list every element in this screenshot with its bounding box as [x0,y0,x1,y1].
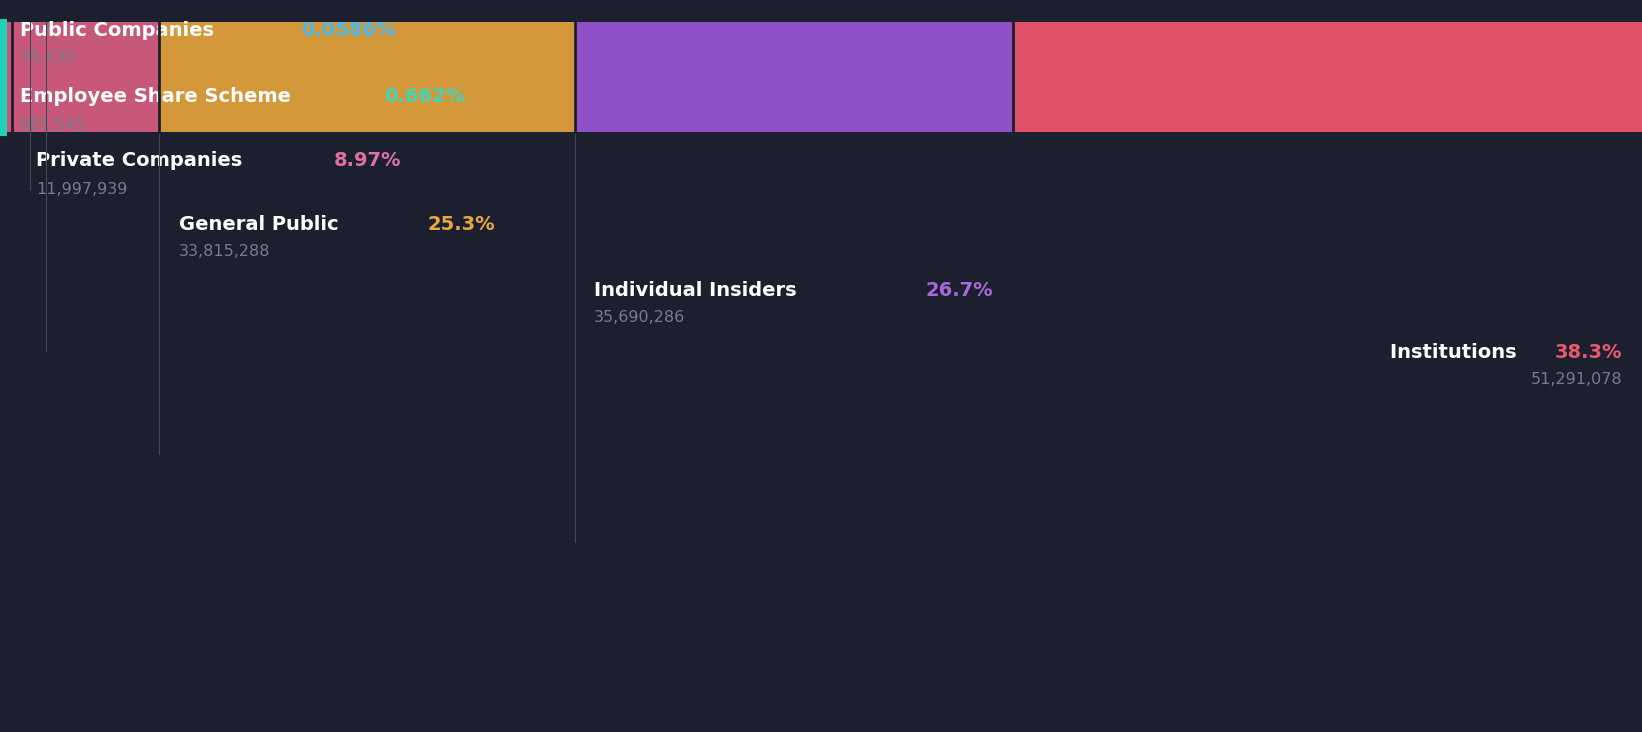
Text: 38.3%: 38.3% [1555,343,1622,362]
Text: 0.0586%: 0.0586% [300,20,396,40]
Bar [2,22,11,132]
Text: 35,690,286: 35,690,286 [594,310,686,326]
Bar [159,22,575,132]
Bar [575,22,1013,132]
Text: 8.97%: 8.97% [333,151,402,170]
Text: Private Companies: Private Companies [36,151,250,170]
Bar [1013,22,1642,132]
Text: 0.662%: 0.662% [384,88,465,106]
Text: General Public: General Public [179,215,345,234]
Text: 11,997,939: 11,997,939 [36,182,128,198]
Text: 885,545: 885,545 [20,118,85,132]
Text: Individual Insiders: Individual Insiders [594,280,803,299]
Text: 25.3%: 25.3% [427,215,494,234]
Text: Institutions: Institutions [1389,343,1524,362]
Text: Public Companies: Public Companies [20,20,220,40]
Bar [11,22,159,132]
Text: Employee Share Scheme: Employee Share Scheme [20,88,297,106]
Text: 26.7%: 26.7% [926,280,993,299]
Text: 78,430: 78,430 [20,51,76,65]
Text: 51,291,078: 51,291,078 [1530,373,1622,387]
Text: 33,815,288: 33,815,288 [179,244,271,260]
